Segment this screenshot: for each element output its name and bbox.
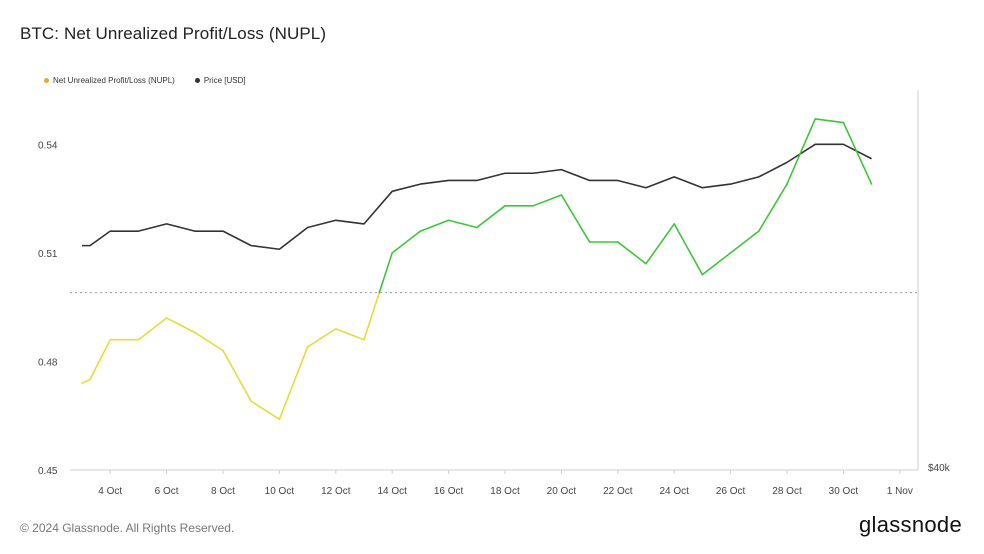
nupl-series-segment bbox=[137, 317, 168, 341]
legend-label-price: Price [USD] bbox=[203, 76, 246, 85]
legend: Net Unrealized Profit/Loss (NUPL) Price … bbox=[44, 76, 246, 85]
glassnode-logo: glassnode bbox=[859, 512, 962, 537]
x-tick-label: 24 Oct bbox=[659, 486, 689, 497]
x-tick-label: 28 Oct bbox=[772, 486, 802, 497]
nupl-series-segment bbox=[363, 291, 381, 341]
nupl-series-segment bbox=[378, 252, 394, 294]
nupl-series-segment bbox=[673, 223, 704, 276]
x-tick-label: 22 Oct bbox=[603, 486, 633, 497]
nupl-series-segment bbox=[616, 241, 647, 265]
x-tick-label: 10 Oct bbox=[265, 486, 295, 497]
nupl-series-segment bbox=[419, 219, 450, 232]
x-tick-label: 6 Oct bbox=[155, 486, 179, 497]
y-tick-label: 0.51 bbox=[38, 249, 58, 260]
x-tick-label: 16 Oct bbox=[434, 486, 464, 497]
nupl-series-segment bbox=[842, 121, 873, 185]
nupl-series-segment bbox=[532, 194, 563, 207]
copyright-text: © 2024 Glassnode. All Rights Reserved. bbox=[20, 521, 235, 535]
nupl-series-segment bbox=[645, 223, 676, 265]
x-tick-label: 20 Oct bbox=[547, 486, 577, 497]
nupl-series-segment bbox=[447, 219, 478, 229]
nupl-series-segment bbox=[165, 317, 196, 334]
nupl-series-segment bbox=[334, 328, 365, 341]
x-tick-label: 30 Oct bbox=[829, 486, 859, 497]
y-tick-label: 0.54 bbox=[38, 140, 58, 151]
nupl-series-segment bbox=[89, 338, 111, 381]
legend-dot-nupl bbox=[44, 78, 49, 83]
nupl-series-segment bbox=[391, 230, 422, 254]
legend-item-price[interactable]: Price [USD] bbox=[194, 76, 246, 85]
x-tick-label: 14 Oct bbox=[377, 486, 407, 497]
right-tick-label: $40k bbox=[928, 463, 951, 474]
nupl-series-segment bbox=[222, 349, 252, 403]
nupl-series-segment bbox=[701, 252, 732, 276]
nupl-series-segment bbox=[560, 194, 591, 243]
x-tick-label: 18 Oct bbox=[490, 486, 520, 497]
legend-dot-price bbox=[194, 78, 200, 83]
legend-item-nupl[interactable]: Net Unrealized Profit/Loss (NUPL) bbox=[44, 76, 175, 85]
x-tick-label: 12 Oct bbox=[321, 486, 351, 497]
legend-label-nupl: Net Unrealized Profit/Loss (NUPL) bbox=[53, 76, 175, 85]
nupl-series-segment bbox=[194, 331, 224, 352]
y-tick-label: 0.48 bbox=[38, 357, 58, 368]
x-tick-label: 4 Oct bbox=[98, 486, 122, 497]
nupl-series-segment bbox=[729, 230, 760, 254]
nupl-series-segment bbox=[81, 378, 91, 384]
nupl-series-segment bbox=[475, 205, 506, 229]
nupl-series-segment bbox=[757, 183, 788, 232]
price-series-line bbox=[82, 143, 872, 251]
x-tick-label: 1 Nov bbox=[887, 486, 913, 497]
nupl-series-segment bbox=[814, 118, 845, 124]
x-tick-label: 8 Oct bbox=[211, 486, 235, 497]
nupl-series-segment bbox=[306, 328, 337, 348]
nupl-series-segment bbox=[250, 400, 281, 421]
y-tick-label: 0.45 bbox=[38, 466, 58, 477]
nupl-series-segment bbox=[786, 118, 817, 185]
chart-title: BTC: Net Unrealized Profit/Loss (NUPL) bbox=[20, 24, 327, 43]
x-tick-label: 26 Oct bbox=[716, 486, 746, 497]
nupl-series-segment bbox=[278, 346, 309, 421]
